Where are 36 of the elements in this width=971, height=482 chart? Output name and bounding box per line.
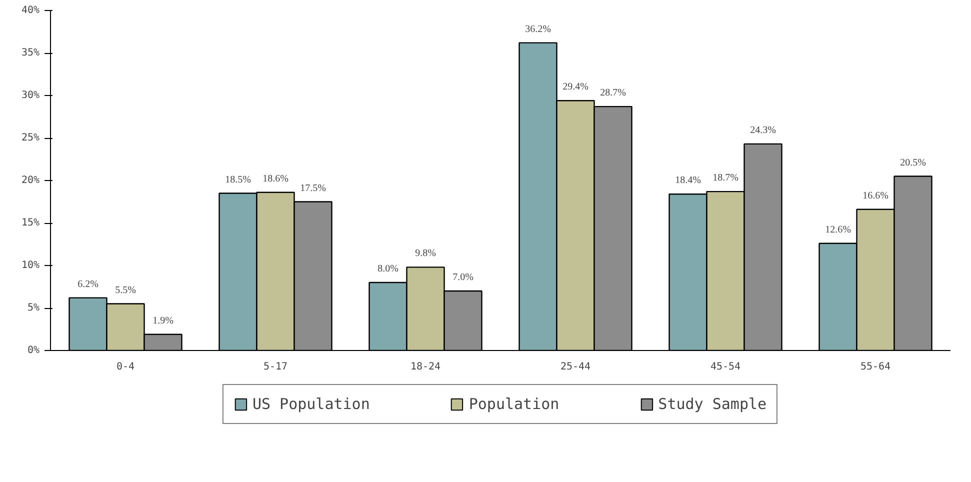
y-tick-label: 15% — [21, 218, 40, 228]
y-tick-label: 20% — [21, 175, 40, 186]
data-label: 36.2% — [525, 24, 551, 35]
x-tick-label: 25-44 — [560, 362, 591, 372]
data-label: 12.6% — [825, 224, 851, 236]
data-label: 7.0% — [452, 272, 474, 283]
x-tick-label: 18-24 — [410, 362, 441, 372]
data-label: 16.6% — [862, 190, 888, 202]
x-tick-label: 45-54 — [710, 362, 741, 372]
data-label: 5.5% — [115, 284, 136, 296]
legend-label: Study Sample — [658, 395, 767, 413]
x-tick-label: 55-64 — [860, 362, 891, 372]
data-label: 18.5% — [225, 174, 251, 186]
x-tick-label: 5-17 — [263, 362, 288, 372]
y-tick-label: 35% — [21, 48, 40, 58]
legend-label: Population — [468, 395, 560, 413]
y-tick-label: 40% — [21, 5, 40, 16]
data-label: 8.0% — [378, 264, 398, 274]
data-label: 6.2% — [78, 278, 98, 290]
data-label: 29.4% — [562, 82, 588, 93]
data-label: 24.3% — [750, 124, 776, 136]
data-label: 28.7% — [600, 88, 626, 99]
data-label: 18.4% — [675, 175, 701, 186]
data-label: 18.6% — [262, 173, 288, 184]
y-tick-label: 5% — [27, 302, 40, 314]
data-label: 9.8% — [415, 248, 436, 260]
data-label: 1.9% — [152, 315, 174, 326]
x-tick-label: 0-4 — [116, 362, 135, 372]
y-tick-label: 10% — [21, 260, 40, 271]
data-label: 17.5% — [300, 182, 326, 194]
data-label: 20.5% — [900, 157, 926, 168]
legend-label: US Population — [252, 395, 370, 413]
y-tick-label: 0% — [27, 345, 40, 356]
y-tick-label: 25% — [21, 132, 40, 144]
y-tick-label: 30% — [21, 90, 40, 101]
data-label: 18.7% — [712, 172, 738, 184]
